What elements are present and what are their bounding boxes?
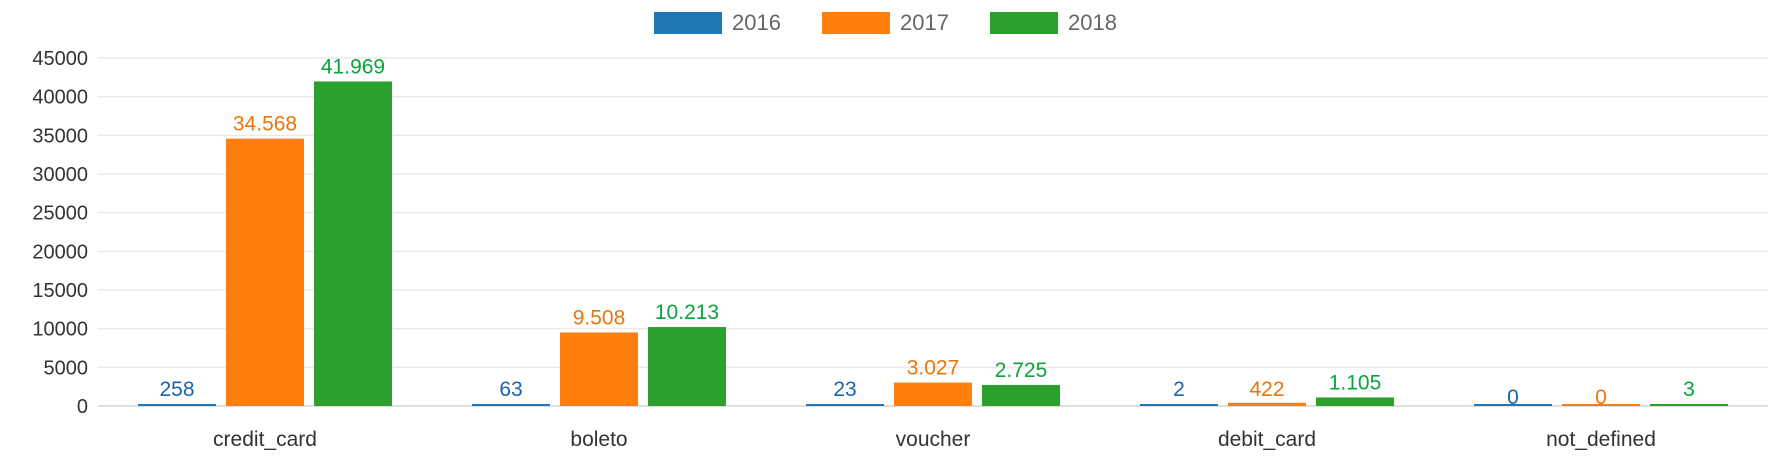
bars (138, 81, 1728, 407)
data-label-2017-credit_card: 34.568 (233, 113, 297, 136)
bar-2016-boleto[interactable] (472, 404, 550, 406)
bar-2018-boleto[interactable] (648, 327, 726, 406)
data-label-2016-not_defined: 0 (1507, 386, 1519, 409)
data-label-2016-boleto: 63 (499, 378, 522, 401)
data-label-2018-debit_card: 1.105 (1329, 371, 1382, 394)
x-axis: credit_card boleto voucher debit_card not_de… (213, 428, 1656, 451)
y-tick-label: 45000 (32, 48, 88, 70)
data-label-2016-voucher: 23 (833, 378, 856, 401)
data-label-2016-debit_card: 2 (1173, 378, 1185, 401)
y-tick-label: 0 (77, 396, 88, 418)
y-tick-label: 5000 (44, 357, 89, 379)
legend-swatch (822, 12, 890, 34)
legend-item-2018[interactable]: 2018 (990, 10, 1117, 35)
data-label-2018-not_defined: 3 (1683, 378, 1695, 401)
bar-2018-not_defined[interactable] (1650, 404, 1728, 406)
legend-label: 2016 (732, 10, 781, 35)
data-label-2018-boleto: 10.213 (655, 301, 719, 324)
category-label-boleto: boleto (570, 428, 627, 451)
legend-label: 2018 (1068, 10, 1117, 35)
bar-2017-voucher[interactable] (894, 382, 972, 406)
category-label-voucher: voucher (896, 428, 971, 451)
bar-2016-voucher[interactable] (806, 404, 884, 406)
y-tick-label: 10000 (32, 319, 88, 341)
y-tick-label: 15000 (32, 280, 88, 302)
bar-2017-debit_card[interactable] (1228, 402, 1306, 406)
legend-swatch (990, 12, 1058, 34)
bar-2016-not_defined[interactable] (1474, 404, 1552, 406)
data-label-2016-credit_card: 258 (159, 378, 194, 401)
bar-2017-boleto[interactable] (560, 332, 638, 406)
bar-2018-credit_card[interactable] (314, 81, 392, 407)
bar-2016-credit_card[interactable] (138, 404, 216, 406)
legend[interactable]: 2016 2017 2018 (654, 10, 1117, 35)
data-label-2017-voucher: 3.027 (907, 357, 960, 380)
bar-2016-debit_card[interactable] (1140, 404, 1218, 406)
legend-item-2016[interactable]: 2016 (654, 10, 781, 35)
category-label-credit_card: credit_card (213, 428, 317, 451)
y-tick-label: 35000 (32, 125, 88, 147)
data-label-2017-debit_card: 422 (1249, 378, 1284, 401)
y-tick-label: 30000 (32, 164, 88, 186)
legend-item-2017[interactable]: 2017 (822, 10, 949, 35)
y-tick-label: 25000 (32, 203, 88, 225)
bar-2018-voucher[interactable] (982, 384, 1060, 406)
category-label-not_defined: not_defined (1546, 428, 1656, 451)
bar-2018-debit_card[interactable] (1316, 397, 1394, 406)
y-tick-label: 40000 (32, 87, 88, 109)
legend-label: 2017 (900, 10, 949, 35)
data-label-2018-voucher: 2.725 (995, 359, 1048, 382)
y-axis: 0 5000 10000 15000 20000 25000 30000 35000 40000… (32, 48, 88, 418)
legend-swatch (654, 12, 722, 34)
category-label-debit_card: debit_card (1218, 428, 1316, 451)
data-label-2017-not_defined: 0 (1595, 386, 1607, 409)
data-label-2018-credit_card: 41.969 (321, 55, 385, 78)
bar-2017-not_defined[interactable] (1562, 404, 1640, 406)
bar-2017-credit_card[interactable] (226, 138, 304, 406)
y-tick-label: 20000 (32, 241, 88, 263)
data-label-2017-boleto: 9.508 (573, 306, 626, 329)
